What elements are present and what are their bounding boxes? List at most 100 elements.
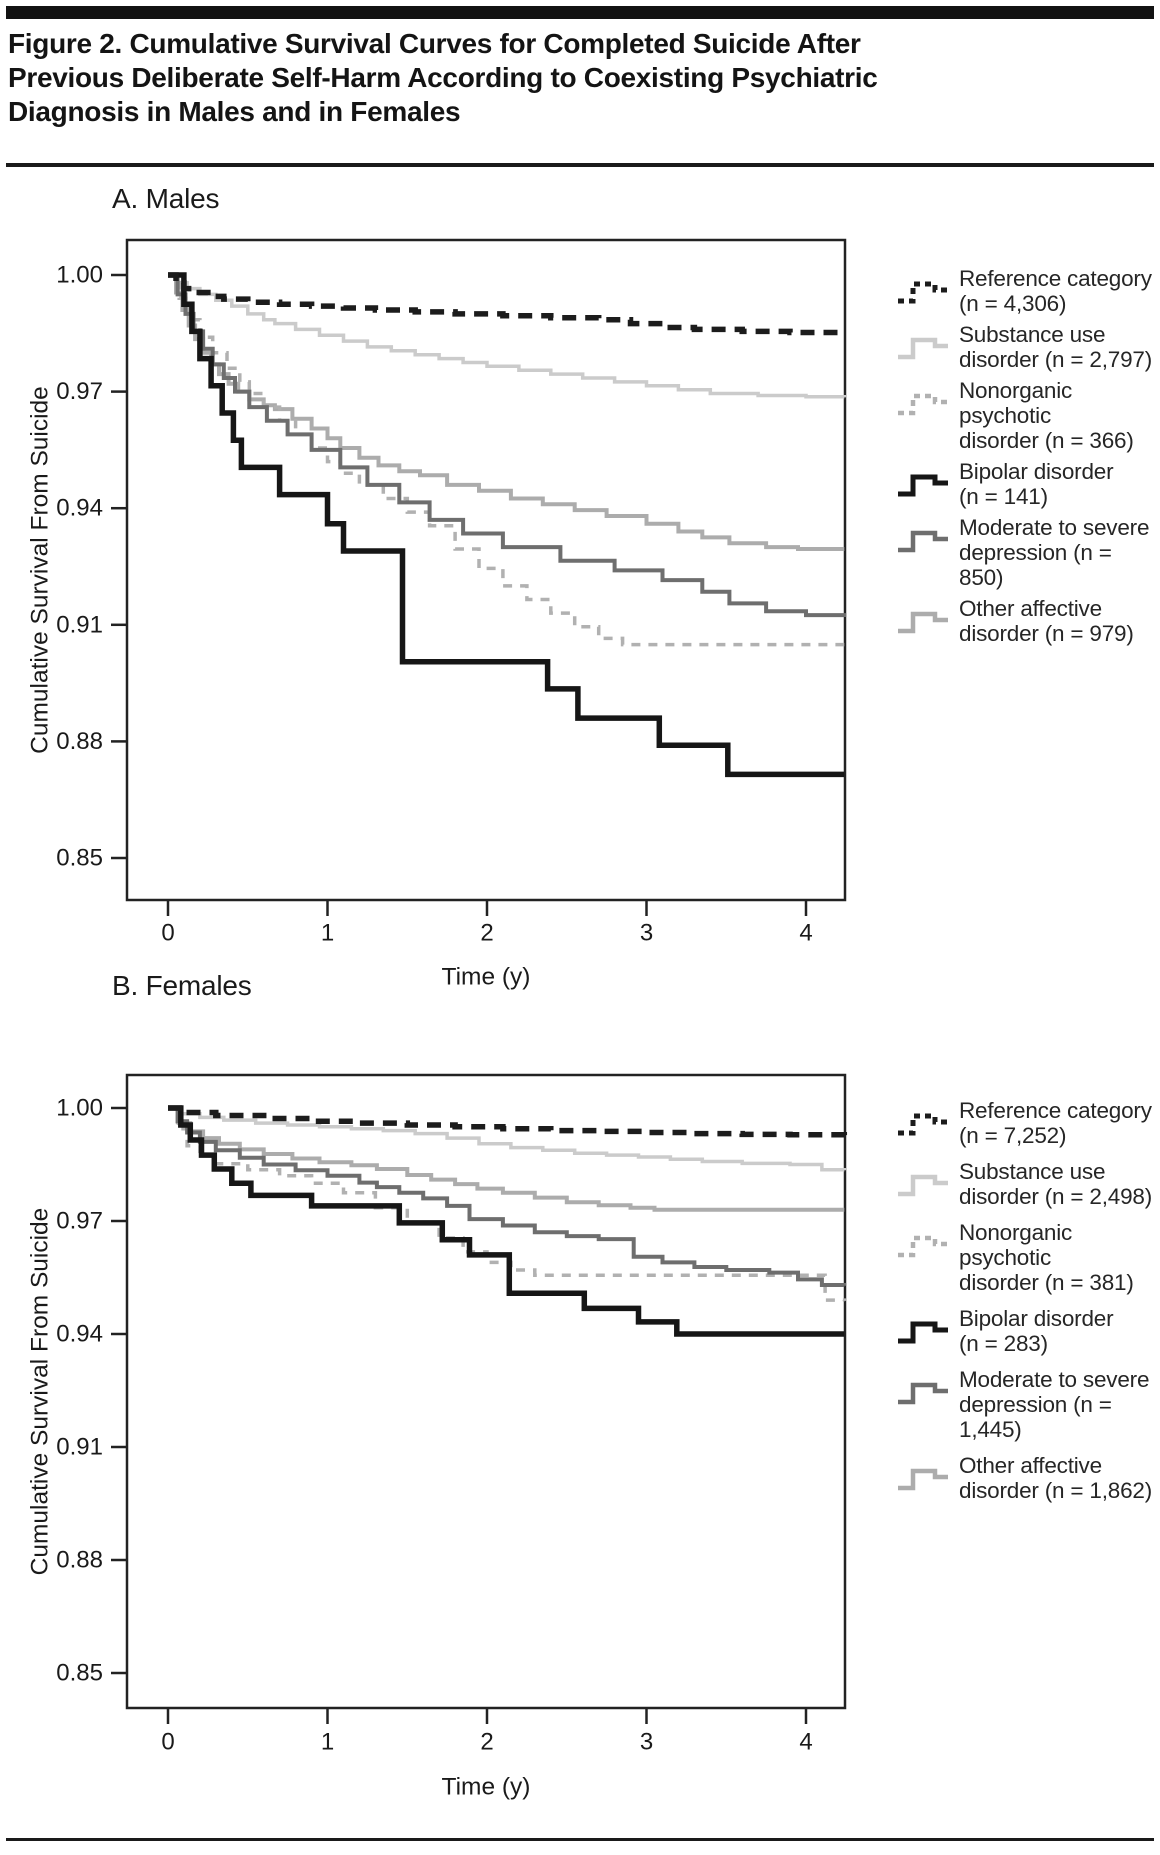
x-tick-label-panel-b: 3 — [640, 1729, 653, 1756]
series-depression-panel-a — [168, 273, 847, 618]
y-axis-title-panel-a: Cumulative Survival From Suicide — [27, 386, 54, 754]
legend-swatch-line-bipolar — [898, 1321, 948, 1344]
x-tick-label-panel-b: 0 — [161, 1729, 174, 1756]
legend-label-bipolar: Bipolar disorder (n = 141) — [959, 459, 1114, 509]
legend-label-other_affective: Other affective disorder (n = 979) — [959, 596, 1134, 646]
y-tick-label-panel-a: 0.91 — [56, 611, 103, 638]
legend-label-other_affective: Other affective disorder (n = 1,862) — [959, 1453, 1152, 1503]
legend-label-nonorganic-line-1: Nonorganic psychotic — [959, 1220, 1073, 1270]
series-other_affective-panel-b — [168, 1106, 845, 1212]
legend-label-substance-line-1: Substance use — [959, 322, 1106, 347]
x-tick-label-panel-a: 1 — [321, 920, 334, 947]
legend-label-nonorganic: Nonorganic psychotic disorder (n = 381) — [959, 1220, 1158, 1295]
y-tick-label-panel-a: 0.94 — [56, 495, 103, 522]
legend-label-depression: Moderate to severe depression (n = 850) — [959, 515, 1158, 590]
x-tick-label-panel-a: 3 — [640, 920, 653, 947]
x-tick-label-panel-a: 0 — [161, 920, 174, 947]
legend-swatch-line-nonorganic — [898, 1235, 948, 1258]
legend-label-bipolar-line-1: Bipolar disorder — [959, 459, 1114, 484]
legend-swatch-line-other_affective — [898, 611, 948, 634]
legend-swatch-line-bipolar — [898, 474, 948, 497]
legend-label-other_affective-line-1: Other affective — [959, 1453, 1102, 1478]
legend-label-other_affective-line-2: disorder (n = 1,862) — [959, 1478, 1152, 1503]
title-divider-rule — [6, 163, 1154, 167]
legend-swatch-line-depression — [898, 1382, 948, 1405]
series-nonorganic-panel-b — [168, 1106, 847, 1302]
legend-swatch-line-depression — [898, 530, 948, 553]
legend-swatch-line-reference — [898, 1113, 948, 1136]
series-reference-panel-b — [168, 1105, 848, 1138]
legend-label-depression-line-1: Moderate to severe — [959, 515, 1150, 540]
legend-label-nonorganic-line-2: disorder (n = 381) — [959, 1270, 1134, 1295]
legend-label-depression-line-1: Moderate to severe — [959, 1367, 1150, 1392]
legend-item-reference-panel-a: Reference category (n = 4,306) — [896, 266, 1158, 316]
series-bipolar-panel-b — [168, 1105, 845, 1337]
legend-label-bipolar-line-2: (n = 283) — [959, 1331, 1048, 1356]
y-tick-label-panel-a: 1.00 — [56, 262, 103, 289]
legend-step-swatch-icon-substance — [898, 1174, 948, 1197]
legend-item-substance-panel-a: Substance use disorder (n = 2,797) — [896, 322, 1158, 372]
legend-label-substance-line-2: disorder (n = 2,498) — [959, 1184, 1152, 1209]
y-tick-label-panel-b: 0.88 — [56, 1547, 103, 1574]
x-tick-label-panel-b: 4 — [799, 1729, 812, 1756]
legend-step-swatch-icon-bipolar — [898, 474, 948, 497]
x-tick-label-panel-b: 2 — [480, 1729, 493, 1756]
y-tick-label-panel-a: 0.97 — [56, 378, 103, 405]
series-bipolar-panel-a — [168, 272, 845, 778]
legend-step-swatch-icon-nonorganic — [898, 1235, 948, 1258]
legend-step-swatch-icon-depression — [898, 530, 948, 553]
bottom-rule-bar — [6, 1838, 1154, 1841]
x-axis-title-panel-b: Time (y) — [442, 1774, 531, 1801]
legend-item-other_affective-panel-b: Other affective disorder (n = 1,862) — [896, 1453, 1158, 1503]
legend-swatch-line-substance — [898, 1174, 948, 1197]
legend-label-nonorganic-line-1: Nonorganic psychotic — [959, 378, 1073, 428]
figure-title-line-2: Previous Deliberate Self-Harm According … — [8, 62, 878, 93]
legend-swatch-line-substance — [898, 337, 948, 360]
legend-step-swatch-icon-bipolar — [898, 1321, 948, 1344]
legend-item-depression-panel-a: Moderate to severe depression (n = 850) — [896, 515, 1158, 590]
legend-step-swatch-icon-nonorganic — [898, 393, 948, 416]
legend-label-nonorganic: Nonorganic psychotic disorder (n = 366) — [959, 378, 1158, 453]
legend-swatch-line-other_affective — [898, 1468, 948, 1491]
y-tick-label-panel-a: 0.85 — [56, 845, 103, 872]
legend-step-swatch-icon-other_affective — [898, 611, 948, 634]
series-other_affective-panel-a — [168, 273, 845, 551]
legend-swatch-line-reference — [898, 281, 948, 304]
figure-title-line-1: Figure 2. Cumulative Survival Curves for… — [8, 28, 861, 59]
series-reference-panel-a — [168, 272, 848, 336]
legend-item-reference-panel-b: Reference category (n = 7,252) — [896, 1098, 1158, 1148]
legend-step-swatch-icon-substance — [898, 337, 948, 360]
legend-item-nonorganic-panel-b: Nonorganic psychotic disorder (n = 381) — [896, 1220, 1158, 1295]
legend-label-reference: Reference category (n = 4,306) — [959, 266, 1152, 316]
legend-panel-a: Reference category (n = 4,306) Substance u… — [896, 266, 1158, 652]
figure-title-line-3: Diagnosis in Males and in Females — [8, 96, 461, 127]
legend-label-depression: Moderate to severe depression (n = 1,445) — [959, 1367, 1158, 1442]
y-tick-label-panel-b: 0.85 — [56, 1660, 103, 1687]
legend-label-depression-line-2: depression (n = 850) — [959, 540, 1112, 590]
legend-item-substance-panel-b: Substance use disorder (n = 2,498) — [896, 1159, 1158, 1209]
legend-item-other_affective-panel-a: Other affective disorder (n = 979) — [896, 596, 1158, 646]
plot-box-panel-a — [125, 238, 847, 902]
legend-label-bipolar-line-1: Bipolar disorder — [959, 1306, 1114, 1331]
legend-label-other_affective-line-2: disorder (n = 979) — [959, 621, 1134, 646]
legend-panel-b: Reference category (n = 7,252) Substance u… — [896, 1098, 1158, 1514]
legend-label-reference-line-1: Reference category — [959, 1098, 1152, 1123]
series-substance-panel-a — [168, 273, 847, 399]
x-axis-title-panel-a: Time (y) — [442, 964, 531, 991]
legend-label-reference-line-2: (n = 4,306) — [959, 291, 1067, 316]
x-tick-label-panel-a: 4 — [799, 920, 812, 947]
x-tick-label-panel-a: 2 — [480, 920, 493, 947]
legend-label-bipolar: Bipolar disorder (n = 283) — [959, 1306, 1114, 1356]
legend-label-other_affective-line-1: Other affective — [959, 596, 1102, 621]
legend-step-swatch-icon-depression — [898, 1382, 948, 1405]
legend-label-substance: Substance use disorder (n = 2,797) — [959, 322, 1152, 372]
legend-label-reference-line-2: (n = 7,252) — [959, 1123, 1067, 1148]
legend-label-reference-line-1: Reference category — [959, 266, 1152, 291]
legend-label-substance-line-1: Substance use — [959, 1159, 1106, 1184]
legend-step-swatch-icon-reference — [898, 1113, 948, 1136]
legend-swatch-line-nonorganic — [898, 393, 948, 416]
legend-label-reference: Reference category (n = 7,252) — [959, 1098, 1152, 1148]
y-tick-label-panel-b: 1.00 — [56, 1095, 103, 1122]
y-tick-label-panel-b: 0.91 — [56, 1434, 103, 1461]
